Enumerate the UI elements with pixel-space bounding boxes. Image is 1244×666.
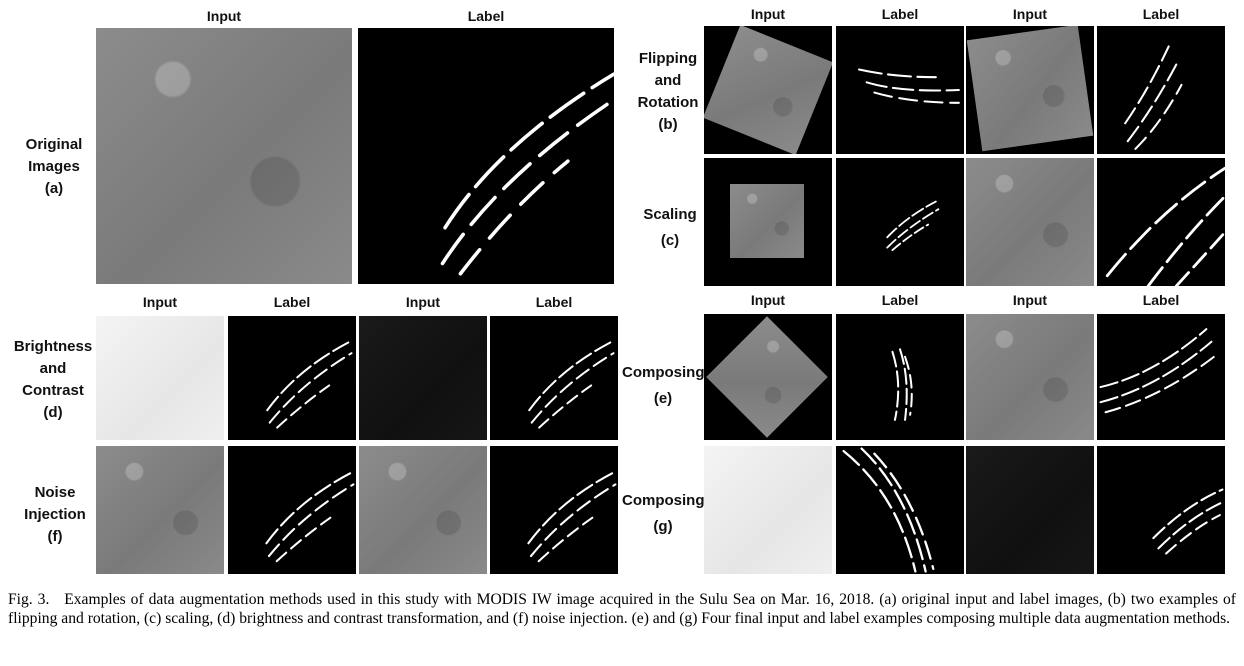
row-label-f-line1: Noise: [34, 484, 76, 501]
header-input-e2: Input: [1012, 292, 1048, 308]
label-lines-f2: [527, 470, 617, 563]
row-label-g-line1: Composing: [622, 492, 705, 509]
header-label-e1: Label: [881, 292, 919, 308]
label-image-b1: [836, 26, 964, 154]
figure-caption-text: Examples of data augmentation methods us…: [8, 591, 1236, 627]
row-label-c-tag: (c): [660, 232, 680, 249]
row-label-d-line2: and: [39, 360, 67, 377]
row-label-b-line1: Flipping: [638, 50, 698, 67]
label-lines-c2: [1105, 166, 1225, 286]
rotated-input-e1: [706, 316, 828, 438]
input-image-e2: [966, 314, 1094, 440]
row-label-c: Scaling (c): [630, 202, 710, 254]
label-image-e1: [836, 314, 964, 440]
header-input-d1: Input: [142, 294, 178, 310]
header-label-a: Label: [467, 8, 505, 24]
label-image-c2: [1097, 158, 1225, 286]
row-label-a-tag: (a): [44, 180, 64, 197]
header-input-b1: Input: [750, 6, 786, 22]
label-image-c1: [836, 158, 964, 286]
rotated-input-b1: [704, 26, 832, 154]
input-image-c2: [966, 158, 1094, 286]
label-lines-a: [440, 72, 614, 276]
header-label-b2: Label: [1142, 6, 1180, 22]
label-lines-g1: [842, 447, 935, 573]
label-image-d1: [228, 316, 356, 440]
label-image-a: [358, 28, 614, 284]
row-label-d-tag: (d): [43, 404, 63, 421]
label-lines-f1: [265, 470, 355, 563]
header-label-d1: Label: [273, 294, 311, 310]
row-label-c-line1: Scaling: [643, 206, 697, 223]
header-label-b1: Label: [881, 6, 919, 22]
label-image-f2: [490, 446, 618, 574]
label-image-g1: [836, 446, 964, 574]
header-input-b2: Input: [1012, 6, 1048, 22]
label-lines-d2: [528, 339, 615, 429]
row-label-b-line2: and: [654, 72, 682, 89]
input-image-f2: [359, 446, 487, 574]
row-label-f: Noise Injection (f): [14, 482, 96, 548]
row-label-d-line1: Brightness: [13, 338, 93, 355]
input-image-d1: [96, 316, 224, 440]
label-image-d2: [490, 316, 618, 440]
row-label-f-tag: (f): [47, 528, 63, 545]
label-lines-b2: [1124, 45, 1183, 150]
label-image-g2: [1097, 446, 1225, 574]
label-lines-e2: [1099, 328, 1215, 414]
row-label-e-tag: (e): [653, 390, 673, 407]
row-label-g-tag: (g): [653, 518, 673, 535]
header-label-d2: Label: [535, 294, 573, 310]
input-image-g2: [966, 446, 1094, 574]
row-label-e-line1: Composing: [622, 364, 705, 381]
header-label-e2: Label: [1142, 292, 1180, 308]
header-input-d2: Input: [405, 294, 441, 310]
input-image-b2: [966, 26, 1094, 154]
row-label-e: Composing (e): [622, 360, 705, 412]
row-label-a-line2: Images: [28, 158, 80, 175]
row-label-a-line1: Original: [25, 136, 83, 153]
label-image-e2: [1097, 314, 1225, 440]
header-input-a: Input: [206, 8, 242, 24]
row-label-f-line2: Injection: [24, 506, 86, 523]
row-label-b: Flipping and Rotation (b): [628, 48, 708, 136]
input-image-a: [96, 28, 352, 284]
row-label-b-tag: (b): [658, 116, 678, 133]
figure-caption: Fig. 3. Examples of data augmentation me…: [8, 590, 1236, 628]
label-lines-c1: [886, 200, 940, 252]
input-image-f1: [96, 446, 224, 574]
label-lines-d1: [266, 339, 353, 429]
row-label-g: Composing (g): [622, 488, 705, 540]
figure-number: Fig. 3.: [8, 591, 50, 608]
label-image-f1: [228, 446, 356, 574]
input-image-c1: [704, 158, 832, 286]
header-input-e1: Input: [750, 292, 786, 308]
label-image-b2: [1097, 26, 1225, 154]
input-image-g1: [704, 446, 832, 574]
row-label-b-line3: Rotation: [637, 94, 699, 111]
label-lines-g2: [1152, 488, 1224, 555]
rotated-input-b2: [966, 26, 1094, 152]
row-label-d: Brightness and Contrast (d): [10, 336, 96, 424]
label-lines-e1: [891, 348, 913, 421]
label-lines-b1: [858, 68, 960, 104]
input-image-b1: [704, 26, 832, 154]
input-image-d2: [359, 316, 487, 440]
row-label-a: Original Images (a): [14, 134, 94, 200]
row-label-d-line3: Contrast: [22, 382, 84, 399]
input-image-e1: [704, 314, 832, 440]
scaled-input-c1: [730, 184, 804, 258]
